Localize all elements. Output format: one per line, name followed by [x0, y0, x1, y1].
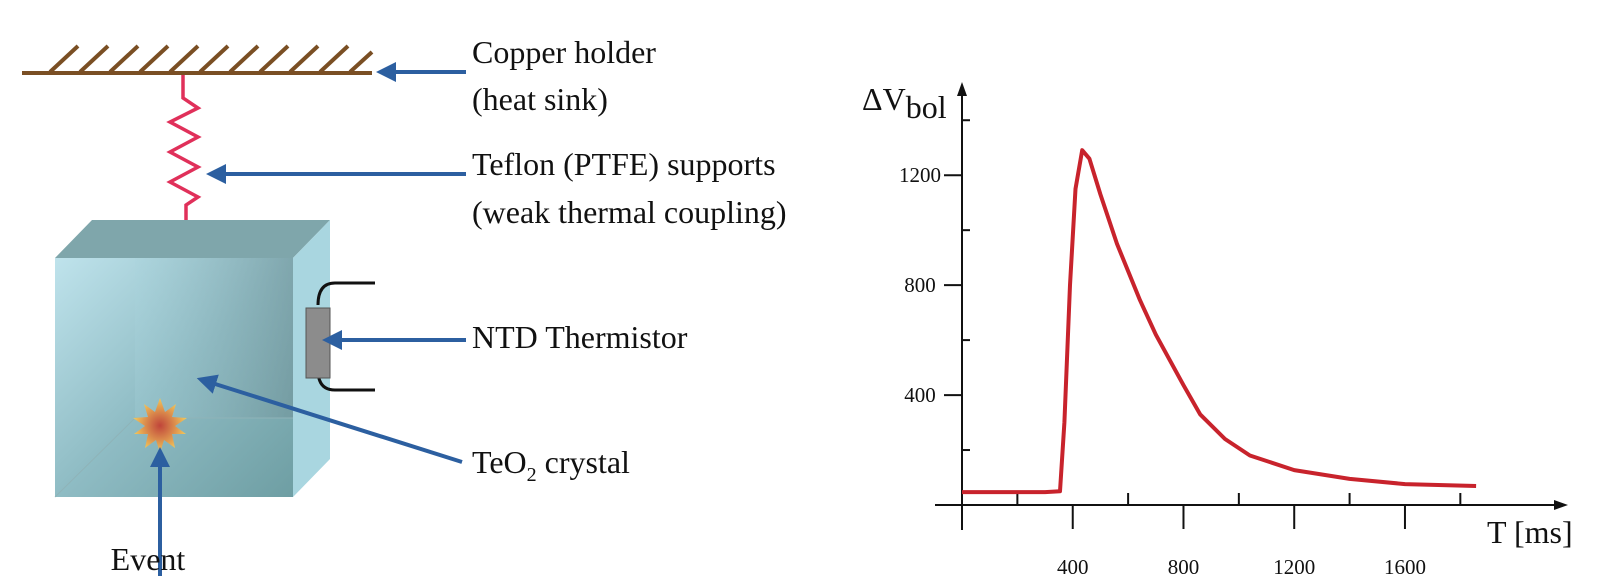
label: NTD Thermistor [472, 319, 688, 355]
x-tick-label: 400 [1057, 555, 1089, 576]
x-tick-label: 1200 [1273, 555, 1315, 576]
copper-holder [22, 44, 374, 75]
y-tick-label: 800 [904, 273, 936, 297]
x-axis-label: T [ms] [1487, 514, 1573, 550]
crystal-cube [54, 220, 330, 498]
label: TeO2 crystal [472, 444, 630, 486]
event-burst [133, 398, 187, 453]
label: Event [111, 541, 186, 576]
y-axis-label-sub: bol [906, 89, 947, 125]
x-axis-arrow [1554, 500, 1568, 510]
x-tick-label: 1600 [1384, 555, 1426, 576]
y-tick-label: 1200 [899, 163, 941, 187]
label-part: TeO [472, 444, 527, 480]
chart: 400 800 1200 1600 400 800 1200 ΔVbol T [ms] [862, 81, 1573, 576]
spring [166, 75, 202, 236]
arrows [150, 62, 466, 576]
x-tick-label: 800 [1168, 555, 1200, 576]
label-part: crystal [545, 444, 630, 480]
label: Teflon (PTFE) supports [472, 146, 776, 182]
label: Copper holder [472, 34, 656, 70]
data-line [962, 148, 1477, 495]
label: (heat sink) [472, 81, 608, 117]
y-axis-arrow [957, 82, 967, 96]
label: (weak thermal coupling) [472, 194, 787, 230]
y-axis-label: ΔVbol [862, 81, 947, 125]
y-axis-label-main: ΔV [862, 81, 906, 117]
y-tick-label: 400 [904, 383, 936, 407]
label-sub: 2 [527, 464, 537, 486]
